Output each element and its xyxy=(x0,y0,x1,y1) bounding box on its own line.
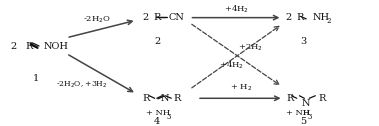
Text: R: R xyxy=(26,42,33,51)
Text: R: R xyxy=(318,94,326,103)
Text: +4H$_2$: +4H$_2$ xyxy=(224,4,249,15)
Text: 2: 2 xyxy=(154,37,160,46)
Text: 3: 3 xyxy=(300,37,306,46)
Text: + NH: + NH xyxy=(146,109,170,117)
Text: -2H$_2$O: -2H$_2$O xyxy=(83,15,111,25)
Text: NOH: NOH xyxy=(44,42,69,51)
Text: R: R xyxy=(296,13,304,22)
Text: +4H$_2$: +4H$_2$ xyxy=(219,60,244,71)
Text: R: R xyxy=(154,13,161,22)
Text: -2H$_2$O, +3H$_2$: -2H$_2$O, +3H$_2$ xyxy=(56,79,107,90)
Text: 2: 2 xyxy=(285,13,291,22)
Text: R: R xyxy=(174,94,181,103)
Text: 4: 4 xyxy=(154,117,160,126)
Text: 5: 5 xyxy=(300,117,306,126)
Text: 3: 3 xyxy=(167,113,171,121)
Text: 2: 2 xyxy=(327,17,331,25)
Text: R: R xyxy=(286,94,293,103)
Text: +2H$_2$: +2H$_2$ xyxy=(238,43,263,53)
Text: 1: 1 xyxy=(33,74,39,83)
Text: + NH: + NH xyxy=(286,109,310,117)
Text: 3: 3 xyxy=(308,113,312,121)
Text: N: N xyxy=(161,94,169,103)
Text: CN: CN xyxy=(169,13,185,22)
Text: NH: NH xyxy=(313,13,330,22)
Text: H: H xyxy=(303,109,310,117)
Text: N: N xyxy=(302,99,310,108)
Text: R: R xyxy=(142,94,149,103)
Text: 2: 2 xyxy=(142,13,148,22)
Text: 2: 2 xyxy=(11,42,17,51)
Text: + H$_2$: + H$_2$ xyxy=(230,83,252,93)
